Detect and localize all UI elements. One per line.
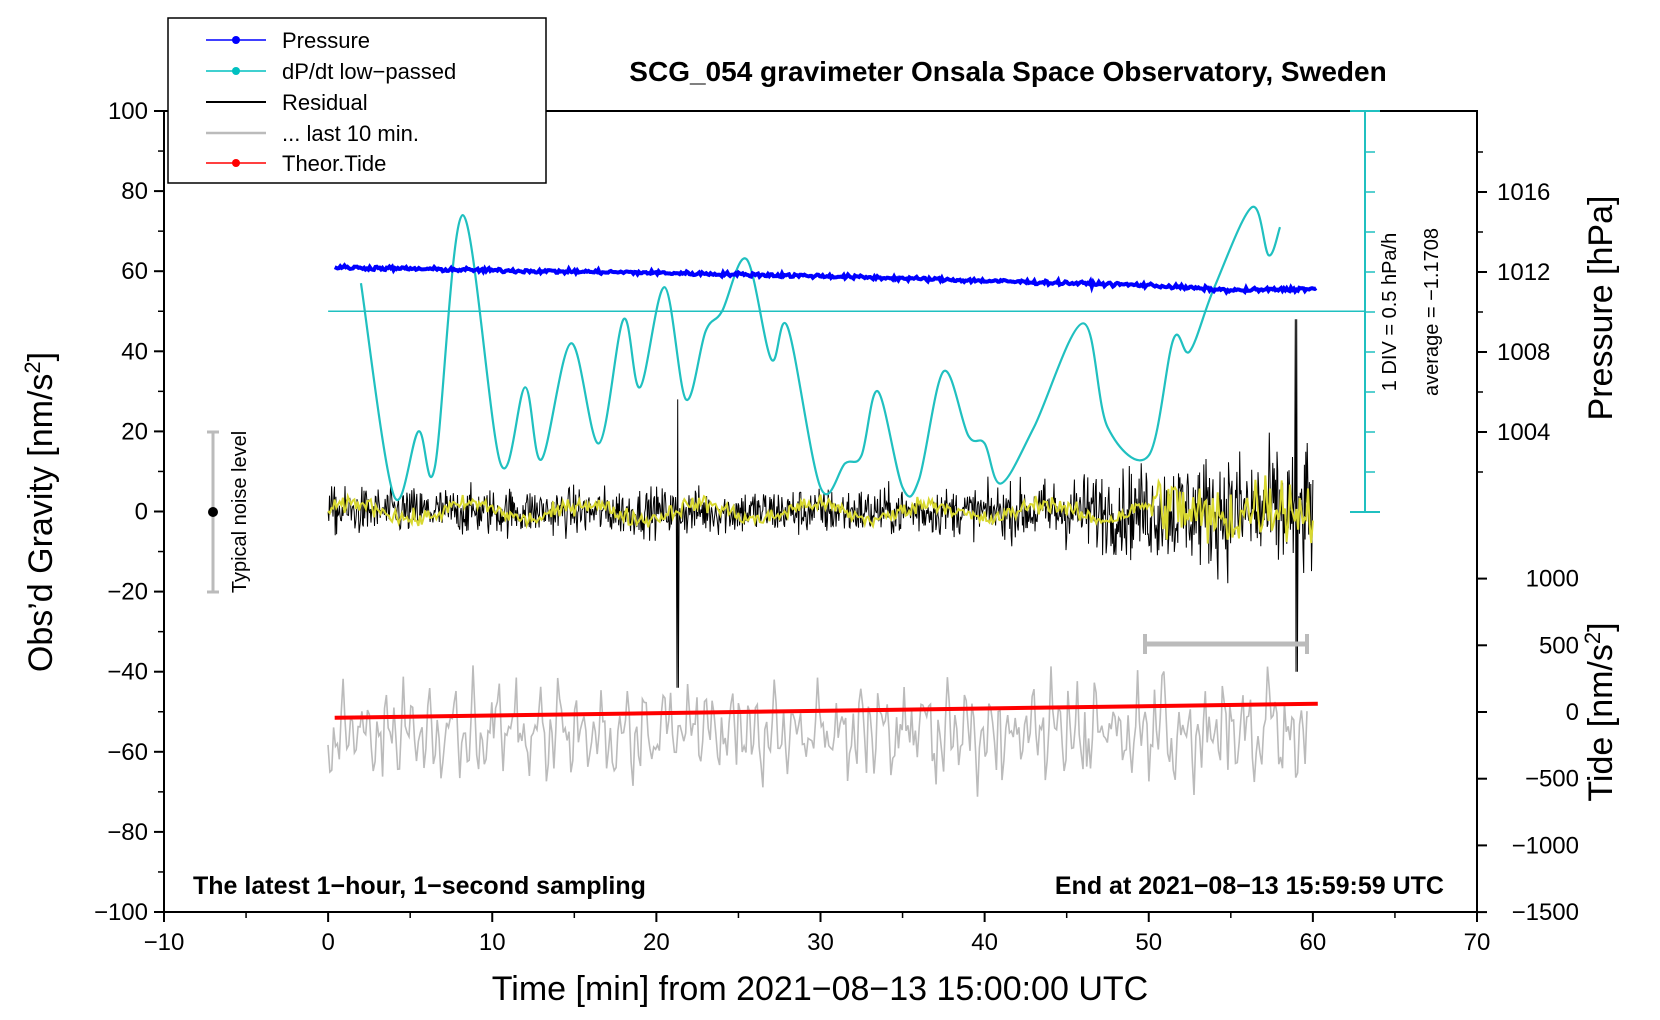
y-tick-label: −80 [107, 819, 148, 846]
legend-item-last-10-min: ... last 10 min. [206, 121, 419, 146]
svg-text:Theor.Tide: Theor.Tide [282, 151, 386, 176]
pressure-tick-label: 1004 [1497, 419, 1550, 446]
x-tick-label: 50 [1135, 929, 1162, 956]
tide-tick-label: −500 [1525, 766, 1579, 793]
legend-item-residual: Residual [206, 90, 368, 115]
pressure-tick-label: 1016 [1497, 179, 1550, 206]
y-tick-label: 20 [121, 418, 148, 445]
x-tick-label: −10 [144, 929, 185, 956]
last-10-min-bar [1143, 634, 1309, 654]
x-tick-label: 20 [643, 929, 670, 956]
tide-tick-label: 0 [1566, 699, 1579, 726]
x-tick-label: 10 [479, 929, 506, 956]
svg-text:... last 10 min.: ... last 10 min. [282, 121, 419, 146]
y-tick-label: 60 [121, 258, 148, 285]
legend-item-theor-tide: Theor.Tide [206, 151, 386, 176]
x-tick-label: 70 [1464, 929, 1491, 956]
pressure-tick-label: 1008 [1497, 339, 1550, 366]
svg-text:Residual: Residual [282, 90, 368, 115]
y-tick-label: 0 [135, 499, 148, 526]
y-axis-label-tide: Tide [nm/s2] [1580, 622, 1620, 801]
axes: −10 0 10 20 30 40 50 60 70−100−80−60−40−20020406… [94, 98, 1579, 956]
residual-lowpass-series [327, 475, 1314, 544]
residual-series [327, 319, 1314, 688]
y-tick-label: −60 [107, 739, 148, 766]
noise-level-marker [207, 430, 219, 594]
y-tick-label: 100 [108, 98, 148, 125]
x-axis-label: Time [min] from 2021−08−13 15:00:00 UTC [492, 970, 1148, 1008]
dpdt-series [359, 205, 1282, 501]
tide-tick-label: −1500 [1512, 899, 1579, 926]
legend: Pressure dP/dt low−passed Residual ... l… [167, 17, 547, 184]
legend-item-dpdt: dP/dt low−passed [206, 59, 456, 84]
y-axis-label-pressure: Pressure [hPa] [1582, 196, 1620, 421]
y-tick-label: 80 [121, 178, 148, 205]
data-lines [327, 205, 1365, 797]
x-tick-label: 60 [1300, 929, 1327, 956]
y-axis-label-gravity: Obs’d Gravity [nm/s2] [20, 352, 60, 672]
tide-tick-label: 500 [1539, 632, 1579, 659]
svg-text:Pressure: Pressure [282, 28, 370, 53]
tide-tick-label: −1000 [1512, 832, 1579, 859]
pressure-tick-label: 1012 [1497, 259, 1550, 286]
tide-tick-label: 1000 [1526, 566, 1579, 593]
chart-title: SCG_054 gravimeter Onsala Space Observat… [629, 56, 1386, 87]
x-tick-label: 40 [971, 929, 998, 956]
noise-level-label: Typical noise level [229, 431, 251, 593]
legend-item-pressure: Pressure [206, 28, 370, 53]
y-tick-label: 40 [121, 338, 148, 365]
x-tick-label: 30 [807, 929, 834, 956]
dpdt-scale-bar [1350, 110, 1380, 513]
y-tick-label: −100 [94, 899, 148, 926]
x-tick-label: 0 [321, 929, 334, 956]
y-tick-label: −20 [107, 579, 148, 606]
div-label: 1 DIV = 0.5 hPa/h [1379, 233, 1401, 391]
svg-text:dP/dt low−passed: dP/dt low−passed [282, 59, 456, 84]
theor-tide-series [334, 701, 1318, 720]
sampling-note: The latest 1−hour, 1−second sampling [193, 872, 646, 900]
average-label: average = −1.1708 [1421, 228, 1443, 396]
end-time-note: End at 2021−08−13 15:59:59 UTC [1055, 872, 1444, 900]
pressure-series [333, 262, 1318, 296]
y-tick-label: −40 [107, 659, 148, 686]
last-10-min-series [327, 665, 1308, 797]
